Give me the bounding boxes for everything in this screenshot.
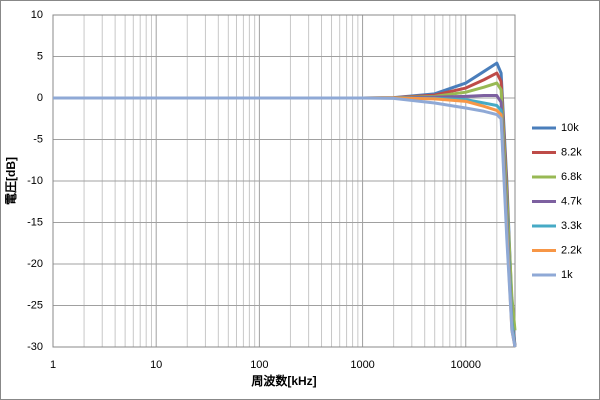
x-tick-label: 10000 [450, 359, 481, 371]
y-tick-label: -15 [27, 216, 43, 228]
plot-border [52, 14, 516, 348]
y-tick-label: 5 [37, 50, 43, 62]
legend-label: 2.2k [561, 244, 582, 256]
y-tick-label: -20 [27, 258, 43, 270]
legend-label: 3.3k [561, 220, 582, 232]
series-line [53, 96, 517, 348]
x-tick-label: 1000 [350, 359, 374, 371]
legend-label: 1k [561, 269, 573, 281]
y-tick-label: 0 [37, 92, 43, 104]
y-tick-label: -25 [27, 299, 43, 311]
x-axis-title: 周波数[kHz] [251, 373, 316, 388]
legend-label: 10k [561, 122, 579, 134]
legend-label: 6.8k [561, 171, 582, 183]
y-tick-label: -10 [27, 175, 43, 187]
x-tick-label: 10 [150, 359, 162, 371]
y-tick-label: -30 [27, 341, 43, 353]
legend-label: 4.7k [561, 195, 582, 207]
y-tick-label: -5 [33, 133, 43, 145]
y-tick-label: 10 [31, 9, 43, 21]
x-tick-label: 100 [250, 359, 268, 371]
legend-label: 8.2k [561, 146, 582, 158]
x-tick-label: 1 [50, 359, 56, 371]
y-axis-title: 電圧[dB] [4, 157, 18, 205]
